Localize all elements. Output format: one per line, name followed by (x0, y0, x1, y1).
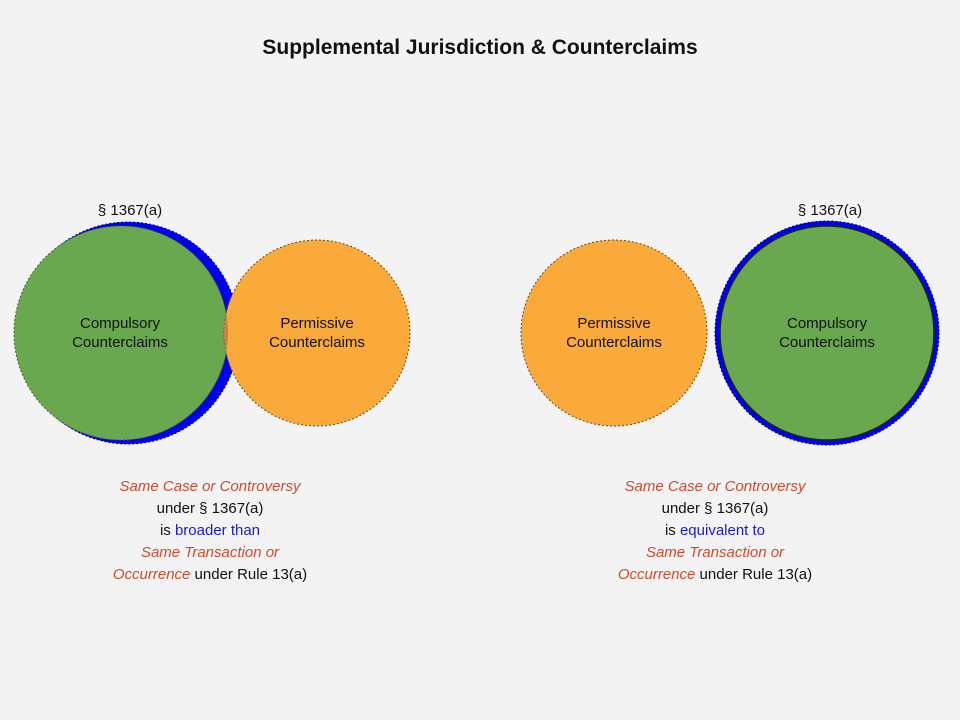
right-caption-occurrence: Occurrence (617, 566, 696, 583)
left-caption-line3: is broader than (60, 520, 360, 542)
left-caption-line5: Occurrence under Rule 13(a) (60, 564, 360, 586)
right-caption: Same Case or Controversy under § 1367(a)… (565, 476, 865, 586)
right-caption-line2: under § 1367(a) (661, 500, 769, 517)
left-caption-is: is (159, 522, 175, 539)
right-compulsory-label-line1: Compulsory (787, 315, 868, 332)
right-permissive-label-line2: Counterclaims (566, 334, 662, 351)
left-caption-line1: Same Case or Controversy (60, 476, 360, 498)
left-caption-rule: under Rule 13(a) (190, 566, 308, 583)
left-caption-same-transaction: Same Transaction or (140, 544, 280, 561)
left-section-1367-label: § 1367(a) (98, 202, 162, 219)
left-caption-same-case: Same Case or Controversy (119, 478, 301, 495)
left-permissive-label-line1: Permissive (280, 315, 353, 332)
right-caption-line4: Same Transaction or (565, 542, 865, 564)
right-caption-rule: under Rule 13(a) (695, 566, 813, 583)
right-caption-is: is (664, 522, 680, 539)
right-compulsory-circle (719, 225, 935, 441)
left-compulsory-label-line2: Counterclaims (72, 334, 168, 351)
page-title: Supplemental Jurisdiction & Counterclaim… (262, 36, 698, 59)
right-caption-same-transaction: Same Transaction or (645, 544, 785, 561)
left-caption-line2: under § 1367(a) (156, 500, 264, 517)
left-caption: Same Case or Controversy under § 1367(a)… (60, 476, 360, 586)
left-caption-line4: Same Transaction or (60, 542, 360, 564)
right-permissive-circle (520, 239, 708, 427)
right-compulsory-label-line2: Counterclaims (779, 334, 875, 351)
right-caption-relation: equivalent to (679, 522, 766, 539)
left-compulsory-circle (13, 225, 229, 441)
left-diagram: § 1367(a) Compulsory Counterclaims Permi… (13, 202, 411, 445)
right-diagram: § 1367(a) Permissive Counterclaims Compu… (520, 202, 940, 446)
right-section-1367-label: § 1367(a) (798, 202, 862, 219)
left-permissive-circle (223, 239, 411, 427)
left-permissive-label-line2: Counterclaims (269, 334, 365, 351)
right-caption-line3: is equivalent to (565, 520, 865, 542)
right-caption-line5: Occurrence under Rule 13(a) (565, 564, 865, 586)
right-caption-line1: Same Case or Controversy (565, 476, 865, 498)
left-caption-occurrence: Occurrence (112, 566, 191, 583)
right-permissive-label-line1: Permissive (577, 315, 650, 332)
left-compulsory-label-line1: Compulsory (80, 315, 161, 332)
right-caption-same-case: Same Case or Controversy (624, 478, 806, 495)
left-caption-relation: broader than (174, 522, 261, 539)
